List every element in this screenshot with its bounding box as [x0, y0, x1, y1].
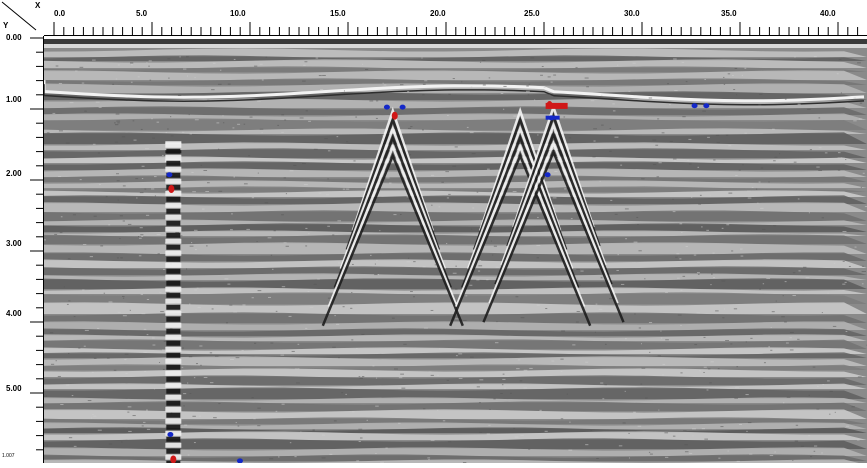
- blue-marker: [545, 172, 551, 177]
- blue-marker: [167, 432, 173, 437]
- blue-marker: [166, 172, 172, 177]
- y-tick-label: 1.00: [6, 96, 22, 104]
- x-tick-label: 20.0: [430, 10, 446, 18]
- x-tick-label: 30.0: [624, 10, 640, 18]
- y-axis-corner-label: Y: [3, 22, 8, 30]
- x-tick-label: 5.0: [136, 10, 147, 18]
- blue-marker: [384, 105, 390, 110]
- red-marker: [168, 185, 174, 193]
- x-tick-label: 40.0: [820, 10, 836, 18]
- y-tick-label: 0.00: [6, 34, 22, 42]
- x-axis-corner-label: X: [35, 2, 40, 10]
- distance-ruler: 0.0 5.0 10.0 15.0 20.0 25.0 30.0 35.0 40…: [44, 0, 867, 36]
- y-tick-label: 4.00: [6, 310, 22, 318]
- blue-marker: [692, 103, 698, 108]
- blue-marker: [400, 105, 406, 110]
- x-tick-label: 0.0: [54, 10, 65, 18]
- x-tick-label: 10.0: [230, 10, 246, 18]
- x-tick-label: 25.0: [524, 10, 540, 18]
- depth-unit-label: 1.007: [2, 453, 15, 459]
- blue-marker-bar: [546, 116, 560, 120]
- blue-marker: [703, 103, 709, 108]
- radargram-canvas[interactable]: [44, 36, 867, 463]
- x-tick-label: 15.0: [330, 10, 346, 18]
- red-marker-bar: [546, 103, 568, 109]
- y-tick-label: 5.00: [6, 385, 22, 393]
- y-tick-label: 2.00: [6, 170, 22, 178]
- x-tick-label: 35.0: [721, 10, 737, 18]
- depth-ruler: 0.00 1.00 2.00 3.00 4.00 5.00: [0, 36, 44, 463]
- y-tick-label: 3.00: [6, 240, 22, 248]
- red-marker: [392, 112, 398, 120]
